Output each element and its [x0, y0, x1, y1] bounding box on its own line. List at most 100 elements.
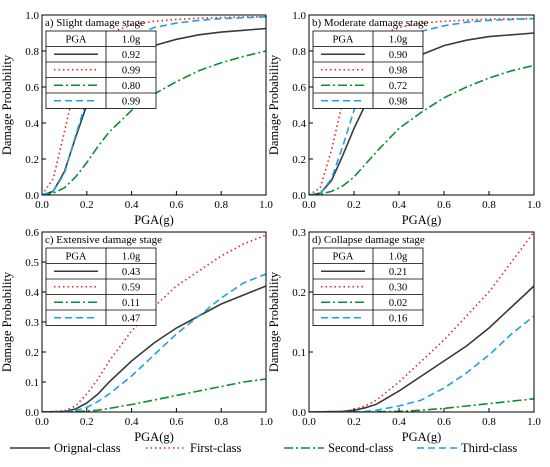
- x-tick-label: 0.8: [482, 416, 496, 428]
- table-value: 0.21: [389, 267, 407, 278]
- y-tick-label: 0.0: [292, 407, 306, 419]
- inset-table: PGA 1.0g 0.21 0.30 0.02 0.16: [312, 247, 424, 326]
- x-tick-label: 0.2: [80, 199, 94, 211]
- legend: Orignal-class First-class Second-class Thir…: [10, 441, 517, 455]
- y-tick-label: 0.1: [292, 347, 306, 359]
- y-tick-label: 0.0: [25, 407, 39, 419]
- legend-entry-label: Third-class: [461, 441, 517, 455]
- y-tick-label: 0.2: [292, 154, 306, 166]
- y-tick-label: 0.6: [25, 227, 39, 239]
- y-tick-label: 1.0: [292, 10, 306, 22]
- x-tick-label: 0.4: [125, 416, 139, 428]
- x-axis-label: PGA(g): [134, 213, 174, 227]
- x-tick-label: 0.2: [347, 416, 361, 428]
- y-tick-label: 0.8: [292, 46, 306, 58]
- y-tick-label: 0.8: [25, 46, 39, 58]
- table-value: 0.98: [389, 97, 407, 108]
- inset-table: PGA 1.0g 0.92 0.99 0.80 0.99: [45, 30, 157, 109]
- plot-frame: [41, 14, 267, 196]
- y-tick-label: 0.6: [25, 82, 39, 94]
- x-axis-label: PGA(g): [134, 430, 174, 444]
- table-value: 0.99: [122, 97, 140, 108]
- inset-table: PGA 1.0g 0.90 0.98 0.72 0.98: [312, 30, 424, 109]
- y-tick-label: 0.1: [25, 377, 39, 389]
- y-tick-label: 0.3: [292, 227, 306, 239]
- table-value: 0.99: [122, 66, 140, 77]
- y-tick-label: 0.2: [25, 154, 39, 166]
- x-tick-label: 0.4: [392, 199, 406, 211]
- table-value: 0.80: [122, 81, 140, 92]
- y-tick-label: 0.4: [25, 287, 39, 299]
- table-header-pga: PGA: [332, 35, 353, 46]
- x-tick-label: 1.0: [259, 416, 273, 428]
- table-value: 0.02: [389, 298, 407, 309]
- y-tick-label: 0.2: [292, 287, 306, 299]
- series-line-2: [309, 232, 534, 412]
- table-value: 0.98: [389, 66, 407, 77]
- x-axis-label: PGA(g): [402, 213, 442, 227]
- chart-panel-2: 0.0 0.2 0.4 0.6 0.8 1.0 0.0 0.2 0.4 0.6 0.8 1.0 PGA(…: [267, 10, 541, 227]
- x-tick-label: 0.2: [347, 199, 361, 211]
- y-axis-label: Damage Probability: [267, 271, 281, 372]
- y-tick-label: 0.0: [25, 190, 39, 202]
- x-tick-label: 0.6: [170, 416, 184, 428]
- y-tick-label: 0.5: [25, 257, 39, 269]
- chart-panel-3: 0.0 0.2 0.4 0.6 0.8 1.0 0.0 0.1 0.2 0.3 0.4 0.5 0.6 P…: [0, 227, 273, 444]
- x-tick-label: 0.0: [302, 199, 316, 211]
- chart-panel-1: 0.0 0.2 0.4 0.6 0.8 1.0 0.0 0.2 0.4 0.6 0.8 1.0 PGA(…: [0, 10, 273, 227]
- x-tick-label: 0.6: [437, 416, 451, 428]
- table-value: 0.90: [389, 50, 407, 61]
- y-axis-label: Damage Probability: [0, 271, 14, 372]
- table-header-pga-value: 1.0g: [389, 252, 408, 263]
- panel-title: c) Extensive damage stage: [45, 234, 162, 246]
- y-tick-label: 0.2: [25, 347, 39, 359]
- table-header-pga-value: 1.0g: [122, 252, 141, 263]
- x-tick-label: 0.2: [80, 416, 94, 428]
- y-axis-label: Damage Probability: [267, 54, 281, 155]
- panel-title: b) Moderate damage stage: [312, 17, 428, 29]
- x-tick-label: 1.0: [527, 199, 541, 211]
- table-header-pga-value: 1.0g: [389, 35, 408, 46]
- table-value: 0.11: [122, 298, 140, 309]
- plot-frame: [308, 231, 535, 413]
- y-tick-label: 0.6: [292, 82, 306, 94]
- y-tick-label: 1.0: [25, 10, 39, 22]
- x-tick-label: 0.8: [214, 416, 228, 428]
- series-line-4: [309, 315, 534, 412]
- x-tick-label: 0.0: [35, 416, 49, 428]
- x-axis-label: PGA(g): [402, 430, 442, 444]
- series-line-3: [309, 64, 534, 195]
- table-value: 0.72: [389, 81, 407, 92]
- table-value: 0.59: [122, 283, 140, 294]
- y-axis-label: Damage Probability: [0, 54, 14, 155]
- x-tick-label: 0.0: [302, 416, 316, 428]
- legend-entry-label: Second-class: [328, 441, 393, 455]
- inset-table: PGA 1.0g 0.43 0.59 0.11 0.47: [45, 247, 157, 326]
- x-tick-label: 0.4: [392, 416, 406, 428]
- y-tick-label: 0.0: [292, 190, 306, 202]
- y-tick-label: 0.4: [25, 118, 39, 130]
- series-line-4: [42, 273, 266, 412]
- y-tick-label: 0.4: [292, 118, 306, 130]
- x-tick-label: 0.8: [214, 199, 228, 211]
- panel-title: d) Collapse damage stage: [312, 234, 425, 246]
- legend-entry-label: Orignal-class: [54, 441, 121, 455]
- plot-frame: [308, 14, 535, 196]
- table-header-pga-value: 1.0g: [122, 35, 141, 46]
- x-tick-label: 0.4: [125, 199, 139, 211]
- table-header-pga: PGA: [332, 252, 353, 263]
- table-value: 0.16: [389, 314, 407, 325]
- table-header-pga: PGA: [65, 252, 86, 263]
- series-line-3: [42, 378, 266, 412]
- table-value: 0.30: [389, 283, 407, 294]
- series-line-1: [42, 285, 266, 412]
- x-tick-label: 0.0: [35, 199, 49, 211]
- table-value: 0.47: [122, 314, 140, 325]
- series-line-1: [309, 285, 534, 412]
- table-value: 0.92: [122, 50, 140, 61]
- y-tick-label: 0.3: [25, 317, 39, 329]
- chart-panel-4: 0.0 0.2 0.4 0.6 0.8 1.0 0.0 0.1 0.2 0.3 PGA(g) Dama…: [267, 227, 541, 444]
- table-header-pga: PGA: [65, 35, 86, 46]
- series-line-3: [42, 50, 266, 195]
